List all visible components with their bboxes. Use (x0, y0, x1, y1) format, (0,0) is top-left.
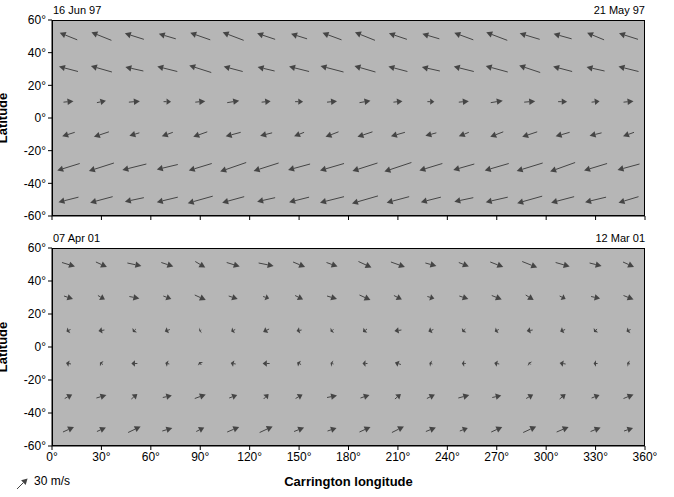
svg-text:-40°: -40° (24, 177, 46, 191)
svg-text:60°: 60° (142, 450, 160, 464)
svg-text:120°: 120° (237, 450, 262, 464)
html-text:12 Mar 01: 12 Mar 01 (595, 232, 645, 244)
svg-text:-20°: -20° (24, 144, 46, 158)
html-text:07 Apr 01: 07 Apr 01 (53, 232, 101, 244)
svg-text:30°: 30° (92, 450, 110, 464)
html-text:30 m/s: 30 m/s (34, 474, 70, 488)
svg-text:20°: 20° (28, 307, 46, 321)
svg-text:-40°: -40° (24, 406, 46, 420)
svg-text:Latitude: Latitude (8, 93, 10, 144)
svg-text:240°: 240° (435, 450, 460, 464)
svg-text:-20°: -20° (24, 373, 46, 387)
svg-text:Latitude: Latitude (8, 322, 10, 373)
html-text:21 May 97: 21 May 97 (593, 4, 645, 16)
svg-text:20°: 20° (28, 79, 46, 93)
html-text:Carrington longitude: Carrington longitude (284, 474, 413, 489)
svg-text:180°: 180° (336, 450, 361, 464)
svg-text:150°: 150° (287, 450, 312, 464)
svg-text:-60°: -60° (24, 439, 46, 453)
svg-text:0°: 0° (35, 111, 47, 125)
svg-text:60°: 60° (28, 13, 46, 27)
svg-text:-60°: -60° (24, 209, 46, 223)
svg-text:0°: 0° (35, 340, 47, 354)
svg-text:270°: 270° (484, 450, 509, 464)
html-text:16 Jun 97: 16 Jun 97 (53, 4, 102, 16)
svg-text:90°: 90° (191, 450, 209, 464)
svg-text:210°: 210° (386, 450, 411, 464)
svg-text:60°: 60° (28, 241, 46, 255)
svg-text:300°: 300° (534, 450, 559, 464)
svg-text:40°: 40° (28, 46, 46, 60)
svg-text:0°: 0° (46, 450, 58, 464)
svg-text:40°: 40° (28, 274, 46, 288)
svg-text:360°: 360° (633, 450, 658, 464)
svg-text:330°: 330° (583, 450, 608, 464)
